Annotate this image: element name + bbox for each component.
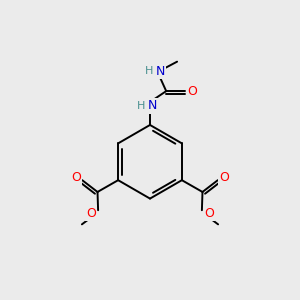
Text: O: O: [187, 85, 197, 98]
Text: O: O: [71, 171, 81, 184]
Text: H: H: [137, 101, 146, 111]
Text: O: O: [219, 171, 229, 184]
Text: O: O: [204, 207, 214, 220]
Text: N: N: [147, 99, 157, 112]
Text: H: H: [145, 66, 153, 76]
Text: N: N: [155, 65, 165, 78]
Text: O: O: [86, 207, 96, 220]
